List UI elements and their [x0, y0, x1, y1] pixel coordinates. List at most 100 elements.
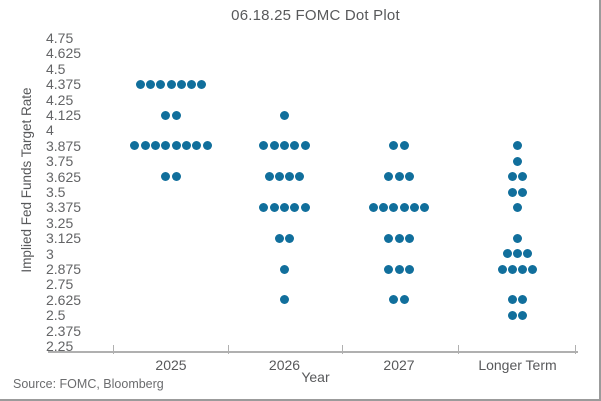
dot	[518, 310, 528, 320]
dot	[389, 141, 399, 151]
dot	[280, 264, 289, 274]
dot	[502, 249, 512, 259]
x-axis-tick	[228, 345, 229, 354]
dot	[161, 172, 171, 182]
dot	[507, 310, 517, 320]
dot	[513, 233, 522, 243]
dot	[394, 172, 404, 182]
y-tick-label: 3.125	[46, 230, 82, 247]
dot	[404, 233, 414, 243]
dot	[259, 202, 269, 212]
dot	[280, 202, 289, 212]
dot	[513, 202, 522, 212]
y-tick-label: 3.625	[46, 168, 82, 185]
dot	[274, 172, 284, 182]
dot	[507, 295, 517, 305]
y-tick-label: 4	[46, 122, 54, 139]
y-tick-label: 3.25	[46, 214, 74, 231]
x-axis-tick	[342, 345, 343, 354]
dot	[171, 110, 181, 120]
dot	[181, 141, 191, 151]
dot	[280, 295, 289, 305]
dot	[166, 79, 176, 89]
dot	[171, 141, 181, 151]
dot	[130, 141, 140, 151]
dot	[280, 141, 289, 151]
dot	[135, 79, 145, 89]
dot	[156, 79, 166, 89]
x-axis-tick	[113, 345, 114, 354]
dot	[518, 172, 528, 182]
dot	[399, 202, 409, 212]
dot	[507, 187, 517, 197]
dot	[269, 202, 279, 212]
y-tick-label: 2.5	[46, 307, 66, 324]
y-tick-label: 2.75	[46, 276, 74, 293]
dot	[507, 264, 517, 274]
dot	[285, 172, 295, 182]
y-tick-label: 3.875	[46, 137, 82, 154]
dot	[274, 233, 284, 243]
dot	[389, 202, 399, 212]
dot	[394, 264, 404, 274]
dot	[285, 233, 295, 243]
dot	[523, 249, 533, 259]
y-tick-label: 3.5	[46, 184, 66, 200]
dot	[161, 141, 171, 151]
dot	[513, 156, 522, 166]
dot	[259, 141, 269, 151]
dot	[384, 264, 394, 274]
dot	[384, 172, 394, 182]
dot	[497, 264, 507, 274]
y-axis-title: Implied Fed Funds Target Rate	[19, 87, 34, 273]
dot	[290, 141, 300, 151]
dot	[269, 141, 279, 151]
x-tick-label: 2027	[383, 357, 415, 373]
x-axis-tick	[458, 345, 459, 354]
dot	[202, 141, 212, 151]
dot	[140, 141, 150, 151]
dot	[280, 110, 289, 120]
dot	[389, 295, 399, 305]
dot	[409, 202, 419, 212]
y-tick-label: 3	[46, 245, 54, 262]
dot	[399, 295, 409, 305]
y-tick-label: 2.375	[46, 322, 82, 339]
dot	[368, 202, 378, 212]
y-tick-label: 2.875	[46, 261, 82, 277]
dot	[528, 264, 538, 274]
x-tick-label: Longer Term	[478, 357, 557, 373]
dot	[192, 141, 202, 151]
dot	[518, 187, 528, 197]
dot	[145, 79, 155, 89]
x-axis-title: Year	[301, 369, 330, 385]
y-tick-label: 4.25	[46, 91, 74, 108]
dot	[151, 141, 161, 151]
y-tick-label: 4.375	[46, 76, 82, 93]
dot	[264, 172, 274, 182]
y-tick-label: 4.125	[46, 107, 82, 123]
x-axis-tick	[575, 345, 576, 354]
dot	[379, 202, 389, 212]
dot	[399, 141, 409, 151]
dot	[513, 141, 522, 151]
y-tick-label: 3.375	[46, 199, 82, 216]
y-tick-label: 2.25	[46, 338, 74, 354]
dot	[161, 110, 171, 120]
dot	[518, 295, 528, 305]
x-tick-label: 2026	[268, 357, 301, 373]
dot	[420, 202, 430, 212]
dot	[300, 141, 310, 151]
y-tick-label: 4.5	[46, 60, 66, 77]
dot	[187, 79, 197, 89]
y-tick-label: 2.625	[46, 291, 82, 308]
dot	[300, 202, 310, 212]
x-axis-line	[48, 351, 578, 353]
chart-title: 06.18.25 FOMC Dot Plot	[231, 7, 400, 24]
dot	[197, 79, 207, 89]
x-tick-label: 2025	[155, 357, 187, 373]
dot	[171, 172, 181, 182]
dot	[513, 249, 522, 259]
y-tick-label: 3.75	[46, 153, 74, 170]
